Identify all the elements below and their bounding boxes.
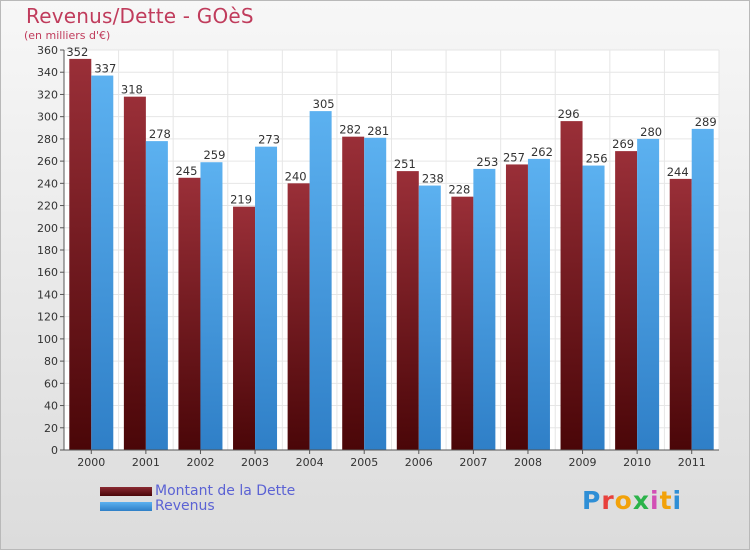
- bar-debt: [560, 121, 583, 450]
- y-tick-label: 340: [37, 66, 58, 79]
- x-tick-label: 2010: [623, 456, 651, 469]
- x-tick-label: 2000: [77, 456, 105, 469]
- y-tick-label: 0: [51, 444, 58, 457]
- y-tick-label: 180: [37, 244, 58, 257]
- bar-debt: [233, 206, 256, 450]
- data-label-revenus: 278: [149, 127, 171, 141]
- logo-letter: o: [614, 486, 633, 515]
- x-tick-label: 2009: [569, 456, 597, 469]
- logo-letter: i: [672, 486, 683, 515]
- bar-debt: [615, 151, 638, 450]
- data-label-debt: 251: [394, 157, 416, 171]
- y-tick-label: 40: [44, 400, 58, 413]
- bar-debt: [451, 196, 474, 450]
- legend-swatch-revenus: [100, 502, 152, 511]
- y-tick-label: 140: [37, 288, 58, 301]
- data-label-debt: 245: [175, 164, 197, 178]
- bar-revenus: [145, 141, 168, 450]
- bar-revenus: [91, 75, 114, 451]
- data-label-revenus: 305: [313, 97, 335, 111]
- bar-debt: [123, 96, 146, 451]
- data-label-revenus: 259: [203, 148, 225, 162]
- y-tick-label: 20: [44, 422, 58, 435]
- data-label-debt: 240: [285, 169, 307, 183]
- y-tick-label: 260: [37, 155, 58, 168]
- bar-debt: [396, 171, 419, 450]
- y-tick-label: 200: [37, 222, 58, 235]
- data-label-revenus: 337: [94, 62, 116, 76]
- bar-revenus: [582, 165, 605, 451]
- data-label-revenus: 262: [531, 145, 553, 159]
- bar-revenus: [473, 168, 496, 450]
- x-tick-label: 2011: [678, 456, 706, 469]
- bar-revenus: [309, 111, 332, 450]
- bar-debt: [287, 183, 310, 451]
- legend-swatch-debt: [100, 487, 152, 496]
- x-tick-label: 2002: [186, 456, 214, 469]
- data-label-revenus: 238: [422, 172, 444, 186]
- y-tick-label: 320: [37, 88, 58, 101]
- bar-revenus: [364, 137, 387, 450]
- y-tick-label: 300: [37, 111, 58, 124]
- data-label-debt: 228: [448, 183, 470, 197]
- data-label-revenus: 289: [695, 115, 717, 129]
- bar-debt: [669, 178, 692, 450]
- y-tick-label: 80: [44, 355, 58, 368]
- data-label-revenus: 281: [367, 124, 389, 138]
- logo-letter: r: [601, 486, 615, 515]
- logo-letter: t: [659, 486, 673, 515]
- y-tick-label: 240: [37, 177, 58, 190]
- bar-revenus: [691, 128, 714, 450]
- bar-revenus: [637, 138, 660, 450]
- chart-subtitle: (en milliers d'€): [24, 29, 111, 42]
- legend-label-revenus: Revenus: [155, 498, 215, 514]
- chart-title: Revenus/Dette - GOèS: [26, 4, 254, 28]
- x-tick-label: 2001: [132, 456, 160, 469]
- x-tick-label: 2005: [350, 456, 378, 469]
- logo-letter: x: [632, 486, 650, 515]
- data-label-debt: 282: [339, 123, 361, 137]
- bar-revenus: [418, 185, 441, 451]
- proxiti-logo: Proxiti: [582, 486, 682, 515]
- bar-debt: [178, 177, 201, 450]
- data-label-debt: 244: [667, 165, 689, 179]
- data-label-revenus: 280: [640, 125, 662, 139]
- data-label-debt: 257: [503, 150, 525, 164]
- data-label-debt: 269: [612, 137, 634, 151]
- bar-debt: [342, 136, 365, 450]
- bar-revenus: [200, 162, 223, 450]
- logo-letter: P: [582, 486, 602, 515]
- y-tick-label: 220: [37, 200, 58, 213]
- data-label-revenus: 273: [258, 133, 280, 147]
- data-label-debt: 352: [66, 45, 88, 59]
- bar-debt: [69, 58, 92, 451]
- data-label-revenus: 256: [586, 152, 608, 166]
- x-tick-label: 2003: [241, 456, 269, 469]
- y-tick-label: 360: [37, 44, 58, 57]
- x-tick-label: 2006: [405, 456, 433, 469]
- legend-label-debt: Montant de la Dette: [155, 483, 296, 499]
- data-label-debt: 318: [121, 83, 143, 97]
- bar-revenus: [255, 146, 278, 450]
- y-tick-label: 120: [37, 311, 58, 324]
- data-label-revenus: 253: [476, 155, 498, 169]
- x-tick-label: 2004: [296, 456, 324, 469]
- bar-revenus: [527, 158, 550, 450]
- y-tick-label: 280: [37, 133, 58, 146]
- data-label-debt: 219: [230, 193, 252, 207]
- y-tick-label: 60: [44, 377, 58, 390]
- x-tick-label: 2008: [514, 456, 542, 469]
- y-tick-label: 100: [37, 333, 58, 346]
- data-label-debt: 296: [558, 107, 580, 121]
- x-tick-label: 2007: [459, 456, 487, 469]
- bar-debt: [505, 164, 528, 450]
- y-tick-label: 160: [37, 266, 58, 279]
- logo-letter: i: [650, 486, 660, 515]
